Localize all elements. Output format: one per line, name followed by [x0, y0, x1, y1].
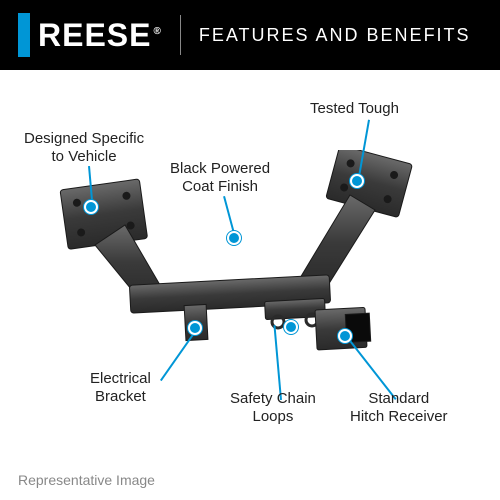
header-bar: REESE® FEATURES AND BENEFITS	[0, 0, 500, 70]
footnote-text: Representative Image	[18, 472, 155, 488]
callout-dot-tested-tough	[350, 174, 364, 188]
brand-logo: REESE®	[38, 17, 162, 54]
callout-dot-electrical-bracket	[188, 321, 202, 335]
callout-dot-designed-specific	[84, 200, 98, 214]
callout-dot-black-coat	[227, 231, 241, 245]
callout-dot-hitch-receiver	[338, 329, 352, 343]
callout-dot-safety-chain	[284, 320, 298, 334]
callout-label-black-coat: Black PoweredCoat Finish	[170, 160, 270, 196]
header-divider	[180, 15, 181, 55]
callout-label-hitch-receiver: StandardHitch Receiver	[350, 390, 448, 426]
callout-label-electrical-bracket: ElectricalBracket	[90, 370, 151, 406]
logo-accent-bar	[18, 13, 30, 57]
callout-label-safety-chain: Safety ChainLoops	[230, 390, 316, 426]
callout-label-tested-tough: Tested Tough	[310, 100, 399, 118]
header-tagline: FEATURES AND BENEFITS	[199, 25, 471, 46]
callout-label-designed-specific: Designed Specificto Vehicle	[24, 130, 144, 166]
registered-mark: ®	[153, 26, 161, 37]
diagram-canvas: Tested Tough Designed Specificto Vehicle B…	[0, 70, 500, 500]
